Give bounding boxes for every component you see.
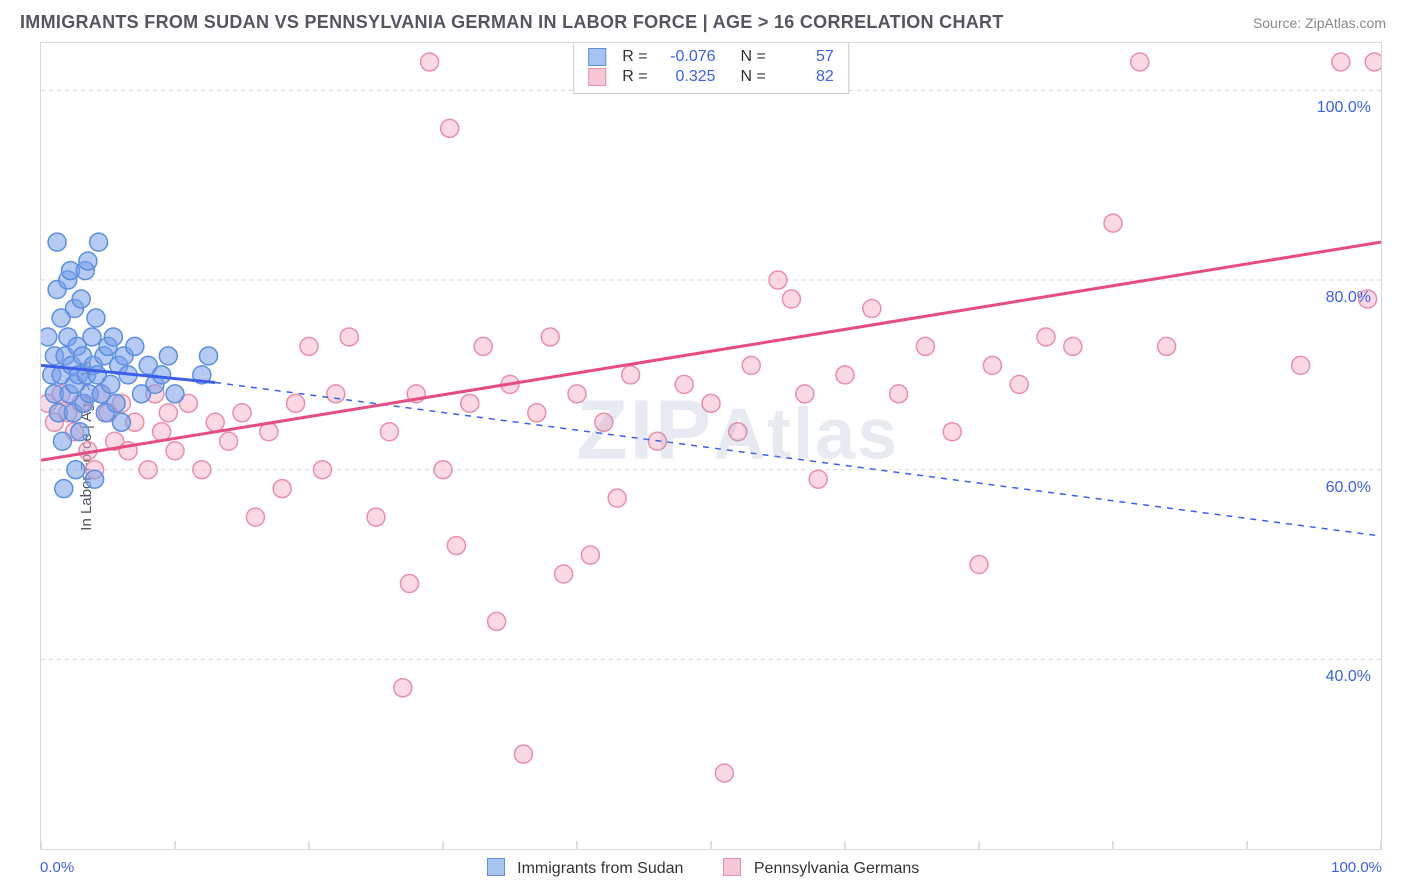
- n-label: N =: [740, 48, 765, 66]
- legend-item-sudan: Immigrants from Sudan: [487, 858, 684, 878]
- r-value-penn: 0.325: [656, 68, 716, 86]
- n-label: N =: [740, 68, 765, 86]
- r-value-sudan: -0.076: [656, 48, 716, 66]
- y-tick-label: 60.0%: [1326, 479, 1371, 497]
- swatch-sudan-icon: [588, 48, 606, 66]
- legend-item-penn: Pennsylvania Germans: [723, 858, 919, 878]
- swatch-sudan-icon: [487, 858, 505, 876]
- r-label: R =: [622, 48, 647, 66]
- stats-row-penn: R = 0.325 N = 82: [588, 67, 834, 87]
- stats-row-sudan: R = -0.076 N = 57: [588, 47, 834, 67]
- y-tick-label: 80.0%: [1326, 289, 1371, 307]
- legend-label-penn: Pennsylvania Germans: [754, 860, 919, 877]
- scatter-plot-svg: [41, 43, 1381, 849]
- chart-title: IMMIGRANTS FROM SUDAN VS PENNSYLVANIA GE…: [20, 12, 1004, 33]
- n-value-sudan: 57: [774, 48, 834, 66]
- legend-label-sudan: Immigrants from Sudan: [517, 860, 683, 877]
- source-attribution: Source: ZipAtlas.com: [1253, 15, 1386, 31]
- y-tick-label: 100.0%: [1317, 99, 1371, 117]
- n-value-penn: 82: [774, 68, 834, 86]
- swatch-penn-icon: [588, 68, 606, 86]
- chart-area: R = -0.076 N = 57 R = 0.325 N = 82 ZIPAt…: [40, 42, 1382, 850]
- swatch-penn-icon: [723, 858, 741, 876]
- stats-legend-box: R = -0.076 N = 57 R = 0.325 N = 82: [573, 43, 849, 94]
- y-tick-label: 40.0%: [1326, 668, 1371, 686]
- r-label: R =: [622, 68, 647, 86]
- bottom-legend: Immigrants from Sudan Pennsylvania Germa…: [0, 858, 1406, 878]
